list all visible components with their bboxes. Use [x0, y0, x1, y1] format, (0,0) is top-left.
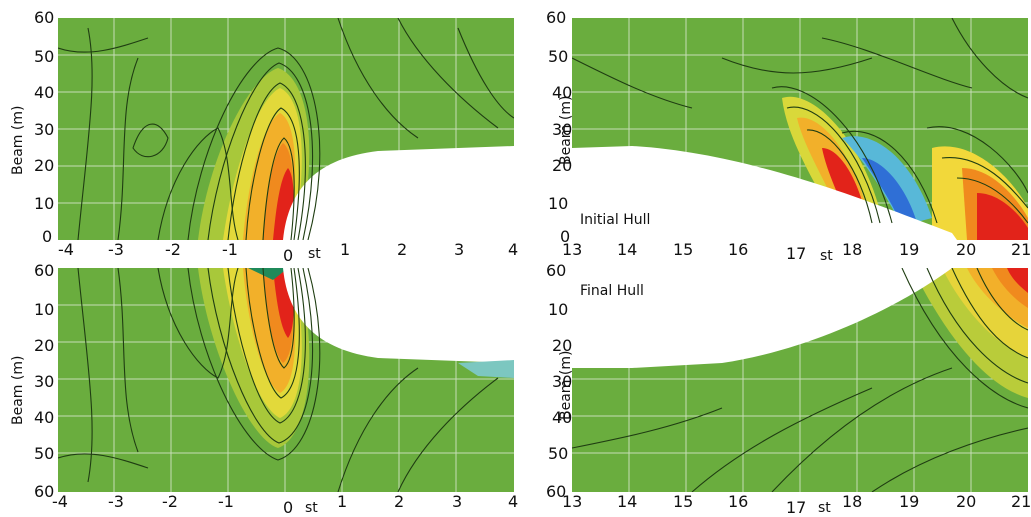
y-tick: 40: [552, 83, 573, 102]
panel-label-initial-hull: Initial Hull: [580, 212, 651, 228]
x-tick: 19: [899, 240, 920, 259]
y-tick: 50: [34, 47, 55, 66]
x-tick: -4: [58, 240, 74, 259]
contour-plot-bottom-right: [572, 268, 1028, 492]
y-tick: 30: [34, 120, 55, 139]
y-axis-label-bottom-left: Beam (m): [10, 355, 26, 425]
x-tick: 2: [394, 492, 405, 511]
y-tick: 20: [552, 156, 573, 175]
x-tick: -1: [222, 240, 238, 259]
x-tick: 14: [617, 240, 638, 259]
y-tick: 60: [34, 482, 55, 501]
y-tick: 60: [546, 8, 567, 27]
y-tick: 30: [34, 372, 55, 391]
contour-field: [572, 268, 1028, 492]
y-tick: 60: [34, 261, 55, 280]
hull-shape: [283, 146, 514, 240]
x-tick: st: [818, 500, 831, 516]
y-tick: 40: [34, 408, 55, 427]
x-tick: 4: [508, 492, 519, 511]
x-tick: 13: [562, 492, 583, 511]
contour-plot-top-right: [572, 18, 1028, 240]
y-tick: 60: [34, 8, 55, 27]
x-tick: 21: [1011, 240, 1031, 259]
x-tick: 16: [728, 240, 749, 259]
y-tick: 50: [548, 47, 569, 66]
y-tick: 50: [34, 444, 55, 463]
x-tick: 0: [283, 246, 294, 265]
y-tick: 0: [560, 227, 571, 246]
x-tick: -1: [218, 492, 234, 511]
x-tick: -3: [108, 492, 124, 511]
contour-plot-bottom-left: [58, 268, 514, 492]
x-tick: -3: [108, 240, 124, 259]
contour-lines: [572, 268, 1028, 492]
contour-lines: [58, 268, 499, 492]
y-tick: 40: [552, 408, 573, 427]
x-tick: -4: [52, 492, 68, 511]
x-tick: -2: [162, 492, 178, 511]
x-tick: 13: [562, 240, 583, 259]
y-tick: 30: [552, 372, 573, 391]
y-tick: 10: [548, 300, 569, 319]
y-tick: 60: [546, 482, 567, 501]
y-tick: 50: [548, 444, 569, 463]
y-tick: 20: [34, 156, 55, 175]
contour-lines: [58, 18, 514, 240]
x-tick: 18: [842, 492, 863, 511]
contour-plot-top-left: [58, 18, 514, 240]
hull-shape: [283, 268, 514, 363]
x-tick: 2: [397, 240, 408, 259]
x-tick: 19: [899, 492, 920, 511]
contour-field: [58, 268, 514, 492]
x-tick: 20: [956, 492, 977, 511]
hull-shape: [572, 146, 957, 240]
x-tick: 17: [786, 498, 807, 517]
x-tick: 3: [454, 240, 465, 259]
y-tick: 0: [42, 227, 53, 246]
x-tick: st: [308, 246, 321, 262]
x-tick: 20: [956, 240, 977, 259]
y-tick: 10: [34, 300, 55, 319]
hull-shape: [572, 268, 952, 368]
x-tick: 4: [508, 240, 519, 259]
x-tick: 15: [673, 240, 694, 259]
y-tick: 40: [34, 83, 55, 102]
x-tick: 14: [617, 492, 638, 511]
panel-label-final-hull: Final Hull: [580, 283, 644, 299]
y-tick: 10: [548, 194, 569, 213]
contour-lines: [572, 18, 1028, 224]
x-tick: st: [305, 500, 318, 516]
contour-field: [572, 18, 1028, 240]
x-tick: 0: [283, 498, 294, 517]
x-tick: 15: [673, 492, 694, 511]
x-tick: 17: [786, 244, 807, 263]
y-tick: 60: [546, 261, 567, 280]
contour-field: [58, 18, 514, 240]
x-tick: 3: [452, 492, 463, 511]
y-tick: 20: [552, 336, 573, 355]
x-tick: 1: [340, 240, 351, 259]
y-tick: 10: [34, 194, 55, 213]
x-tick: 21: [1011, 492, 1031, 511]
y-axis-label-top-left: Beam (m): [10, 105, 26, 175]
x-tick: 16: [728, 492, 749, 511]
x-tick: 1: [337, 492, 348, 511]
x-tick: -2: [165, 240, 181, 259]
x-tick: st: [820, 248, 833, 264]
y-tick: 20: [34, 336, 55, 355]
y-tick: 30: [552, 120, 573, 139]
x-tick: 18: [842, 240, 863, 259]
